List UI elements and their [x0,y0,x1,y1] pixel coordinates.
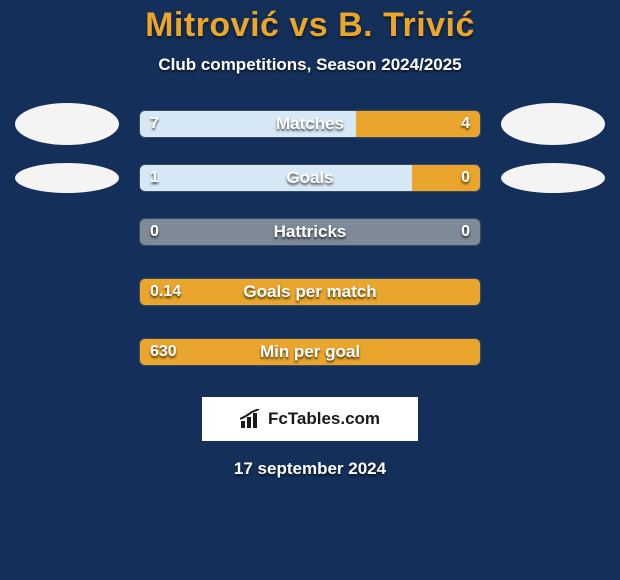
player-avatar-right [501,103,605,145]
avatar-spacer [15,211,119,253]
brand-badge: FcTables.com [202,397,418,441]
stat-row: Matches 7 4 [0,103,620,145]
avatar-spacer [15,271,119,313]
date-label: 17 september 2024 [0,459,620,479]
stat-bar: Goals per match 0.14 [139,278,481,306]
page-title: Mitrović vs B. Trivić [0,6,620,45]
stat-bar: Min per goal 630 [139,338,481,366]
player-avatar-left [15,103,119,145]
brand-chart-icon [240,409,264,429]
stat-bar: Hattricks 0 0 [139,218,481,246]
stat-label: Goals [286,168,333,188]
stat-value-left: 1 [150,169,159,187]
subtitle: Club competitions, Season 2024/2025 [0,55,620,75]
stat-value-left: 630 [150,343,177,361]
stat-bar: Goals 1 0 [139,164,481,192]
stat-value-right: 0 [461,223,470,241]
stat-row: Min per goal 630 [0,331,620,373]
stat-label: Min per goal [260,342,360,362]
stat-rows: Matches 7 4 Goals 1 0 Hattricks 0 0 Goals per mat… [0,103,620,373]
stat-label: Goals per match [243,282,376,302]
stat-label: Matches [276,114,344,134]
brand-text: FcTables.com [268,409,380,429]
stat-row: Goals per match 0.14 [0,271,620,313]
stat-value-left: 7 [150,115,159,133]
avatar-spacer [501,331,605,373]
avatar-spacer [15,331,119,373]
stat-value-left: 0.14 [150,283,181,301]
stat-label: Hattricks [274,222,347,242]
stat-bar: Matches 7 4 [139,110,481,138]
comparison-card: Mitrović vs B. Trivić Club competitions,… [0,0,620,580]
avatar-spacer [501,271,605,313]
avatar-spacer [501,211,605,253]
player-avatar-right [501,163,605,193]
stat-value-right: 0 [461,169,470,187]
stat-row: Hattricks 0 0 [0,211,620,253]
stat-row: Goals 1 0 [0,163,620,193]
stat-value-right: 4 [461,115,470,133]
stat-bar-left-fill [140,165,412,191]
player-avatar-left [15,163,119,193]
stat-value-left: 0 [150,223,159,241]
